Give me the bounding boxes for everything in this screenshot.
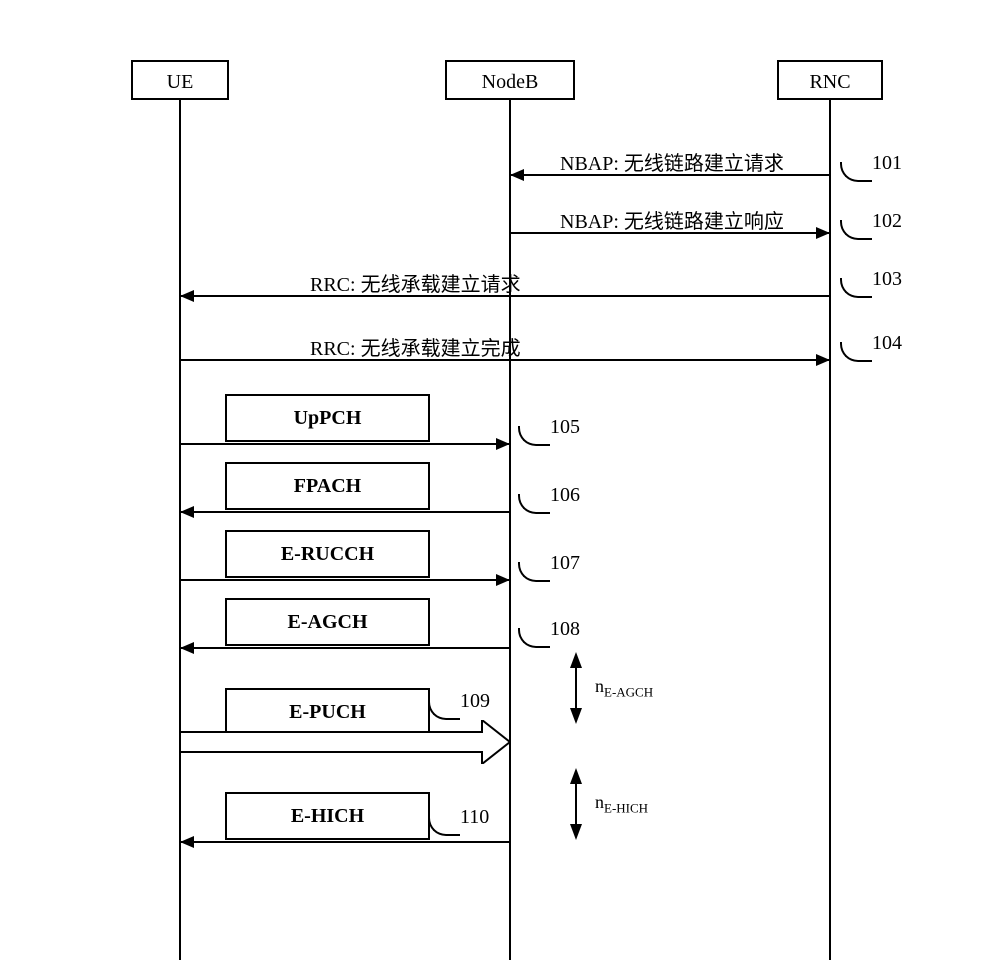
step-number-109: 109 <box>460 690 490 713</box>
arrow-head-104 <box>816 354 830 366</box>
step-number-102: 102 <box>872 210 902 233</box>
message-label-104: RRC: 无线承载建立完成 <box>310 332 521 361</box>
channel-box-108: E-AGCH <box>225 598 430 646</box>
channel-line-110 <box>180 841 510 843</box>
arrow-head-102 <box>816 227 830 239</box>
lifeline-nodeb <box>509 100 511 960</box>
dimension-label-ehich: nE-HICH <box>595 792 648 817</box>
channel-box-105: UpPCH <box>225 394 430 442</box>
lifeline-ue <box>179 100 181 960</box>
channel-arrow-108 <box>180 642 194 654</box>
step-number-110: 110 <box>460 806 489 829</box>
channel-line-107 <box>180 579 510 581</box>
message-label-102: NBAP: 无线链路建立响应 <box>560 205 784 234</box>
epuch-block-arrow <box>180 720 510 764</box>
message-label-103: RRC: 无线承载建立请求 <box>310 268 521 297</box>
channel-line-106 <box>180 511 510 513</box>
step-number-103: 103 <box>872 268 902 291</box>
channel-box-107: E-RUCCH <box>225 530 430 578</box>
actor-nodeb: NodeB <box>445 60 575 100</box>
step-number-106: 106 <box>550 484 580 507</box>
arrow-head-101 <box>510 169 524 181</box>
arrow-head-103 <box>180 290 194 302</box>
dimension-eagch <box>565 652 587 724</box>
channel-line-108 <box>180 647 510 649</box>
step-number-105: 105 <box>550 416 580 439</box>
step-number-104: 104 <box>872 332 902 355</box>
channel-arrow-105 <box>496 438 510 450</box>
channel-arrow-107 <box>496 574 510 586</box>
step-number-101: 101 <box>872 152 902 175</box>
dimension-label-eagch: nE-AGCH <box>595 676 653 701</box>
actor-ue: UE <box>131 60 229 100</box>
channel-line-105 <box>180 443 510 445</box>
dimension-ehich <box>565 768 587 840</box>
message-label-101: NBAP: 无线链路建立请求 <box>560 147 784 176</box>
sequence-diagram: UE NodeB RNC NBAP: 无线链路建立请求 101 NBAP: 无线链路建立响… <box>0 0 1000 969</box>
step-number-108: 108 <box>550 618 580 641</box>
channel-box-106: FPACH <box>225 462 430 510</box>
actor-rnc: RNC <box>777 60 883 100</box>
channel-arrow-110 <box>180 836 194 848</box>
channel-box-110: E-HICH <box>225 792 430 840</box>
step-number-107: 107 <box>550 552 580 575</box>
channel-arrow-106 <box>180 506 194 518</box>
